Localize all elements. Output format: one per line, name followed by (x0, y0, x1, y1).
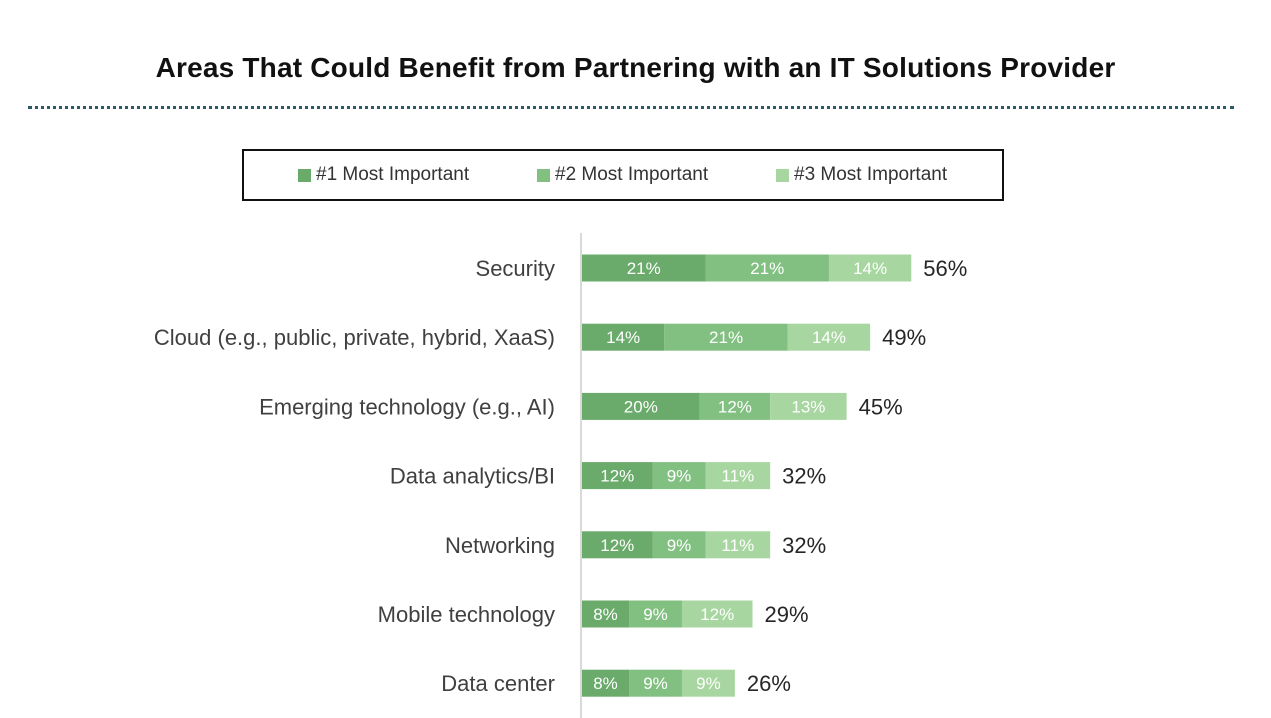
bar-segment (705, 531, 771, 559)
legend-item-third: #3 Most Important (776, 151, 947, 199)
segment-value-label: 12% (600, 467, 634, 486)
bar-segment (582, 392, 700, 420)
total-value-label: 56% (923, 256, 967, 281)
legend-label-first: #1 Most Important (316, 164, 470, 185)
bar-segment (681, 669, 735, 697)
segment-value-label: 21% (709, 328, 743, 347)
category-label: Cloud (e.g., public, private, hybrid, Xa… (154, 325, 555, 350)
segment-value-label: 21% (627, 259, 661, 278)
legend-label-third: #3 Most Important (794, 164, 948, 185)
category-label: Data center (441, 671, 555, 696)
segment-value-label: 11% (721, 467, 754, 486)
bar-segment (582, 462, 653, 490)
chart-legend: #1 Most Important #2 Most Important #3 M… (242, 149, 1004, 201)
bar-segment (629, 669, 682, 697)
bar-segment (705, 254, 829, 282)
total-value-label: 49% (882, 325, 926, 350)
total-value-label: 32% (782, 464, 826, 489)
bar-segment (828, 254, 912, 282)
legend-item-first: #1 Most Important (298, 151, 469, 199)
total-value-label: 45% (859, 394, 903, 419)
segment-value-label: 8% (593, 605, 618, 624)
bar-segment (770, 392, 847, 420)
chart-title: Areas That Could Benefit from Partnering… (155, 52, 1116, 83)
bar-segment (582, 600, 630, 628)
category-label: Security (476, 256, 555, 281)
legend-swatch-first (298, 168, 311, 182)
segment-value-label: 14% (812, 328, 846, 347)
total-value-label: 29% (765, 602, 809, 627)
legend-item-second: #2 Most Important (537, 151, 708, 199)
bar-segment (582, 669, 630, 697)
category-label: Emerging technology (e.g., AI) (259, 394, 555, 419)
bar-segment (629, 600, 682, 628)
segment-value-label: 9% (643, 674, 668, 693)
category-label: Data analytics/BI (390, 464, 555, 489)
bar-segment (582, 323, 665, 351)
bar-segment (699, 392, 771, 420)
segment-value-label: 9% (667, 536, 692, 555)
legend-swatch-second (537, 168, 550, 182)
segment-value-label: 14% (606, 328, 640, 347)
segment-value-label: 9% (667, 467, 692, 486)
category-label: Networking (445, 533, 555, 558)
segment-value-label: 14% (853, 259, 887, 278)
bar-segment (582, 254, 706, 282)
title-divider (28, 106, 1234, 109)
bar-segment (705, 462, 771, 490)
bar-segment (652, 462, 706, 490)
segment-value-label: 9% (696, 674, 721, 693)
legend-swatch-third (776, 168, 789, 182)
segment-value-label: 12% (600, 536, 634, 555)
bar-segment (664, 323, 788, 351)
category-label: Mobile technology (378, 602, 555, 627)
segment-value-label: 12% (700, 605, 734, 624)
bar-segment (582, 531, 653, 559)
legend-label-second: #2 Most Important (555, 164, 709, 185)
total-value-label: 32% (782, 533, 826, 558)
segment-value-label: 11% (721, 536, 754, 555)
segment-value-label: 9% (643, 605, 668, 624)
bar-segment (652, 531, 706, 559)
segment-value-label: 20% (624, 397, 658, 416)
segment-value-label: 21% (750, 259, 784, 278)
bar-segment (787, 323, 871, 351)
total-value-label: 26% (747, 671, 791, 696)
segment-value-label: 8% (593, 674, 618, 693)
bar-segment (681, 600, 753, 628)
segment-value-label: 12% (718, 397, 752, 416)
segment-value-label: 13% (791, 397, 825, 416)
